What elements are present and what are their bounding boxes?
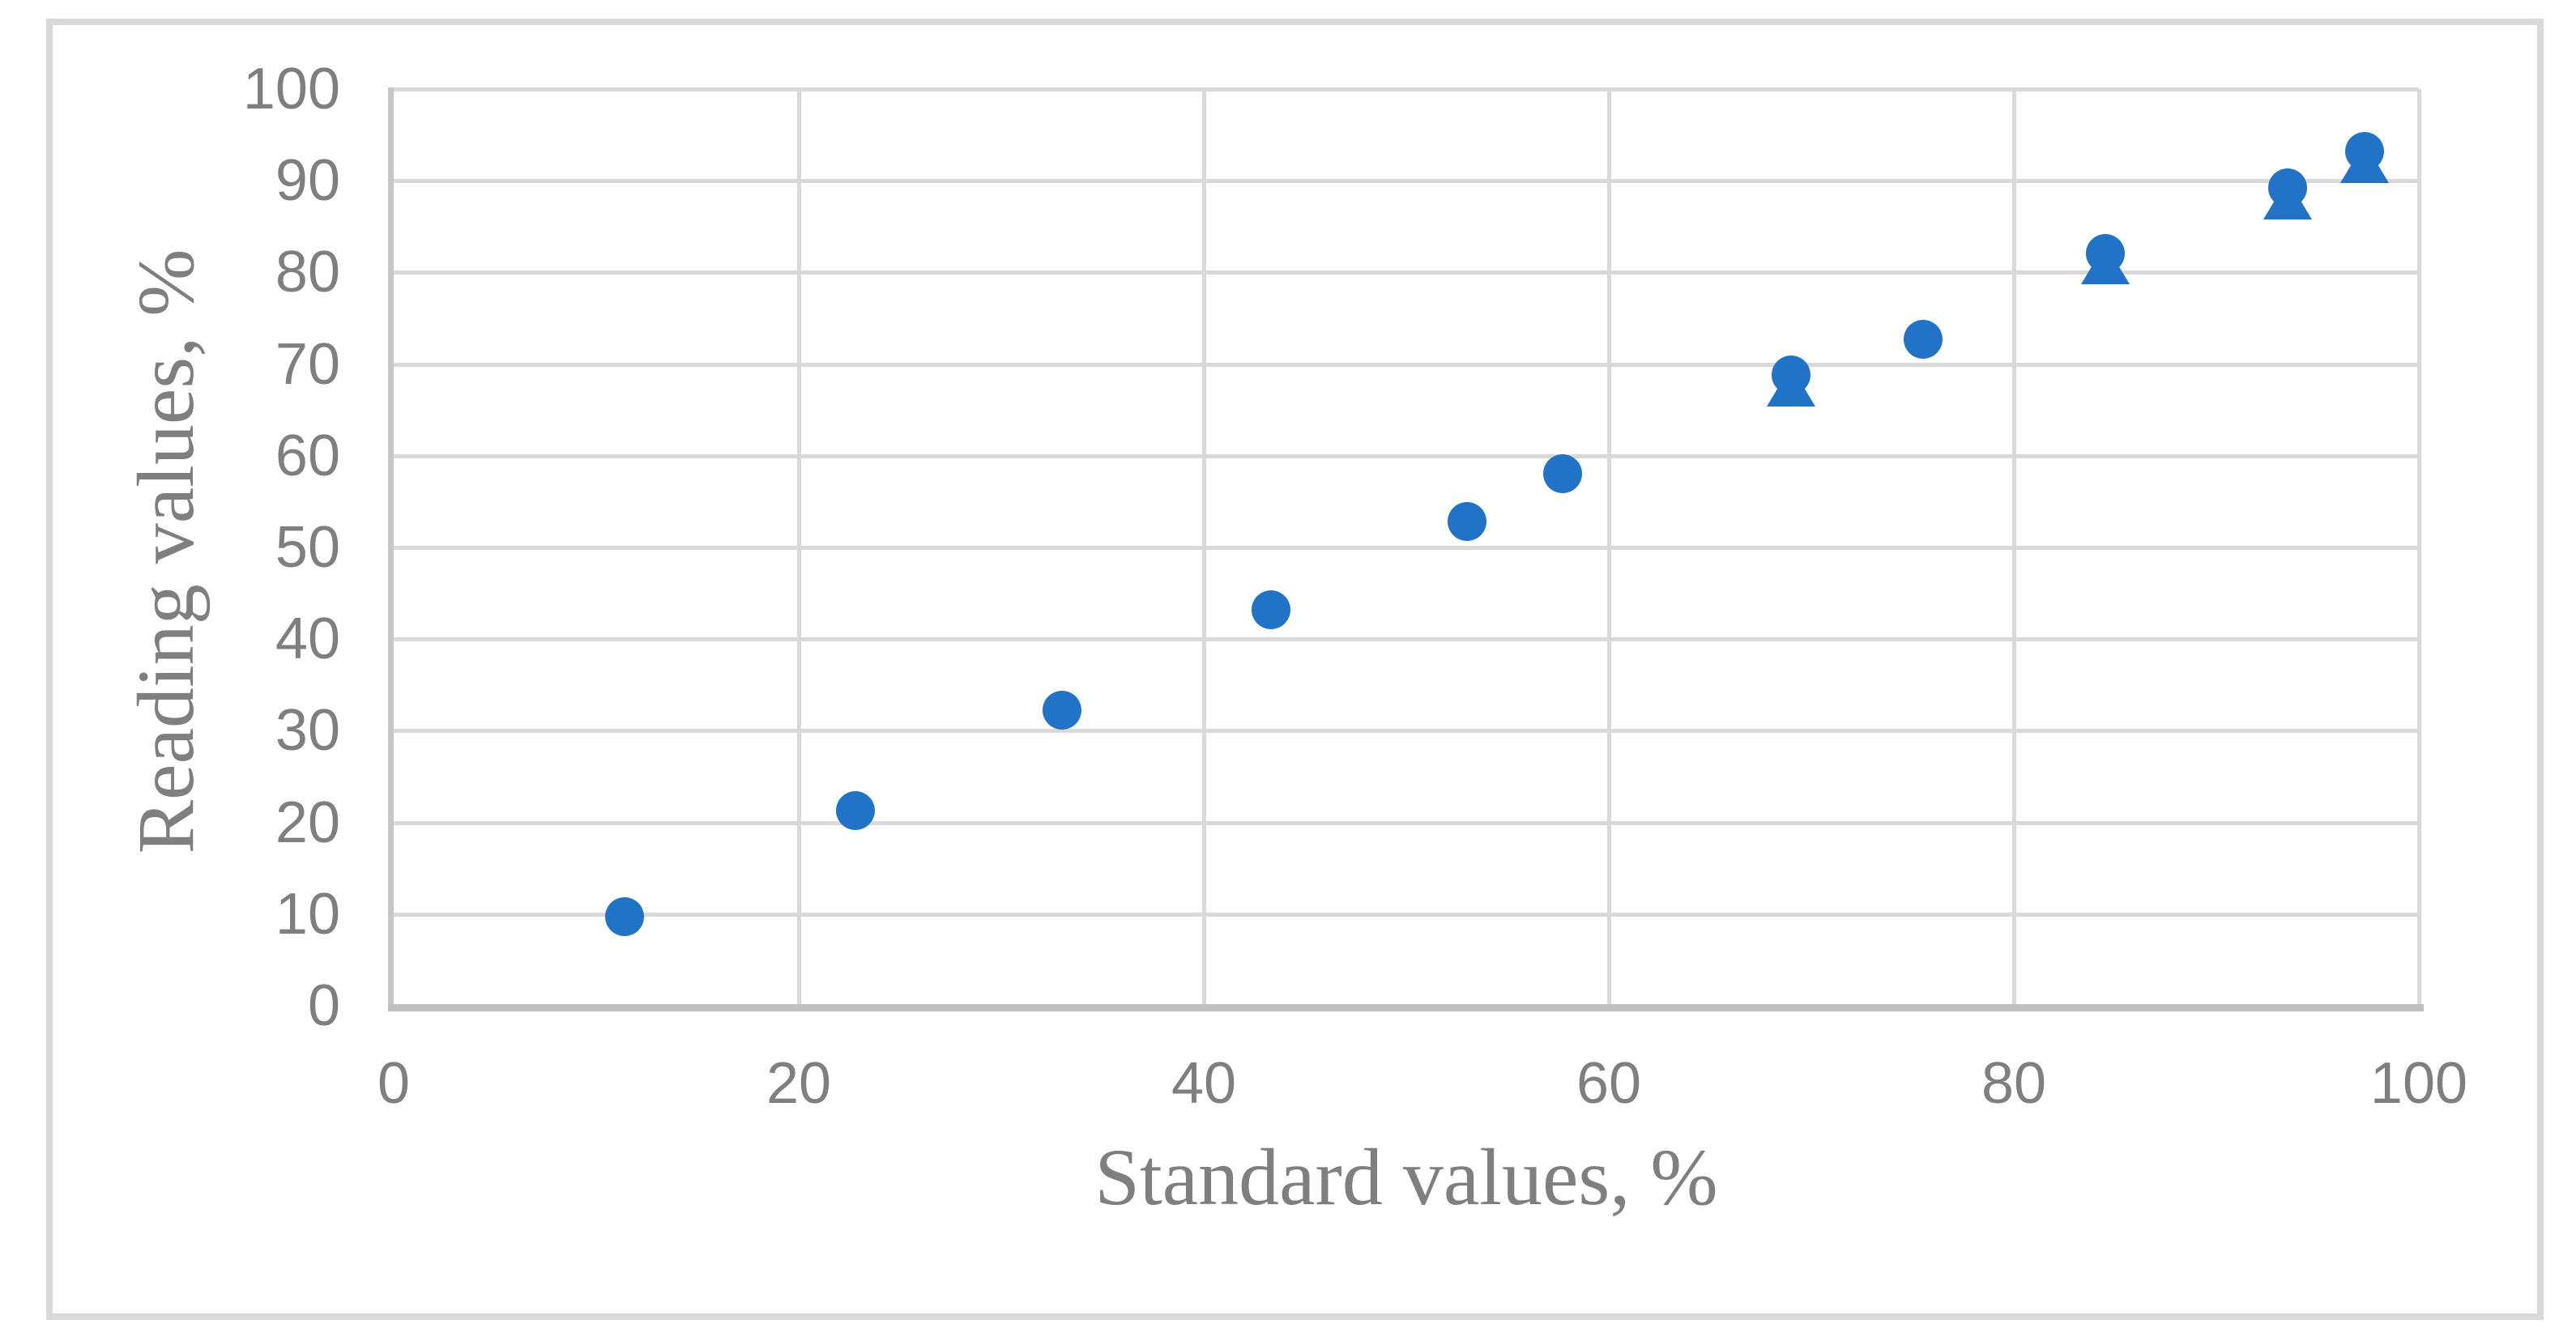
circle-marker	[1772, 355, 1810, 395]
y-axis-title: Reading values, %	[121, 249, 211, 854]
x-tick-label: 20	[766, 1051, 832, 1116]
y-tick-label: 30	[275, 698, 340, 764]
vertical-gridline	[2012, 89, 2016, 1006]
x-tick-label: 60	[1576, 1051, 1642, 1116]
chart-border	[46, 19, 2544, 1320]
horizontal-gridline	[394, 87, 2419, 92]
y-tick-label: 0	[307, 973, 340, 1038]
x-tick-label: 40	[1171, 1051, 1237, 1116]
circle-marker	[605, 897, 644, 937]
vertical-gridline	[797, 89, 801, 1006]
circle-marker	[1542, 454, 1582, 494]
x-tick-label: 0	[377, 1051, 411, 1116]
vertical-gridline	[1607, 89, 1611, 1006]
y-tick-label: 40	[275, 607, 340, 672]
plot-area	[394, 89, 2419, 1006]
horizontal-gridline	[394, 820, 2419, 825]
circle-marker	[2344, 131, 2384, 171]
circle-marker	[1251, 590, 1290, 629]
circle-marker	[2267, 168, 2307, 208]
x-axis-title: Standard values, %	[1094, 1132, 1718, 1222]
vertical-gridline	[1202, 89, 1206, 1006]
horizontal-gridline	[394, 637, 2419, 642]
circle-marker	[2085, 233, 2125, 273]
circle-marker	[836, 790, 875, 830]
horizontal-gridline	[394, 362, 2419, 367]
x-tick-label: 100	[2369, 1051, 2468, 1116]
x-tick-label: 80	[1981, 1051, 2047, 1116]
y-tick-label: 70	[275, 331, 340, 397]
horizontal-gridline	[394, 912, 2419, 917]
horizontal-gridline	[394, 546, 2419, 550]
vertical-gridline	[2417, 89, 2421, 1006]
horizontal-gridline	[394, 729, 2419, 734]
circle-marker	[1448, 502, 1486, 542]
circle-marker	[1043, 691, 1081, 730]
y-axis-line	[388, 87, 394, 1011]
x-axis-line	[388, 1004, 2424, 1011]
y-tick-label: 60	[275, 423, 340, 488]
y-tick-label: 10	[275, 881, 340, 947]
horizontal-gridline	[394, 179, 2419, 184]
y-tick-label: 20	[275, 790, 340, 855]
horizontal-gridline	[394, 453, 2419, 458]
y-tick-label: 50	[275, 515, 340, 580]
y-tick-label: 80	[275, 240, 340, 305]
y-tick-label: 100	[242, 57, 340, 121]
y-tick-label: 90	[275, 148, 340, 214]
horizontal-gridline	[394, 270, 2419, 275]
circle-marker	[1903, 320, 1943, 360]
